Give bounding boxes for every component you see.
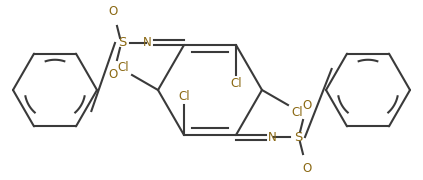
- Text: O: O: [302, 99, 312, 112]
- Text: Cl: Cl: [291, 106, 302, 119]
- Text: N: N: [268, 130, 277, 143]
- Text: N: N: [143, 37, 152, 50]
- Text: O: O: [302, 162, 312, 175]
- Text: Cl: Cl: [118, 61, 129, 74]
- Text: O: O: [108, 5, 118, 18]
- Text: O: O: [108, 68, 118, 81]
- Text: Cl: Cl: [230, 77, 242, 90]
- Text: S: S: [294, 130, 302, 143]
- Text: Cl: Cl: [178, 90, 190, 103]
- Text: S: S: [118, 37, 126, 50]
